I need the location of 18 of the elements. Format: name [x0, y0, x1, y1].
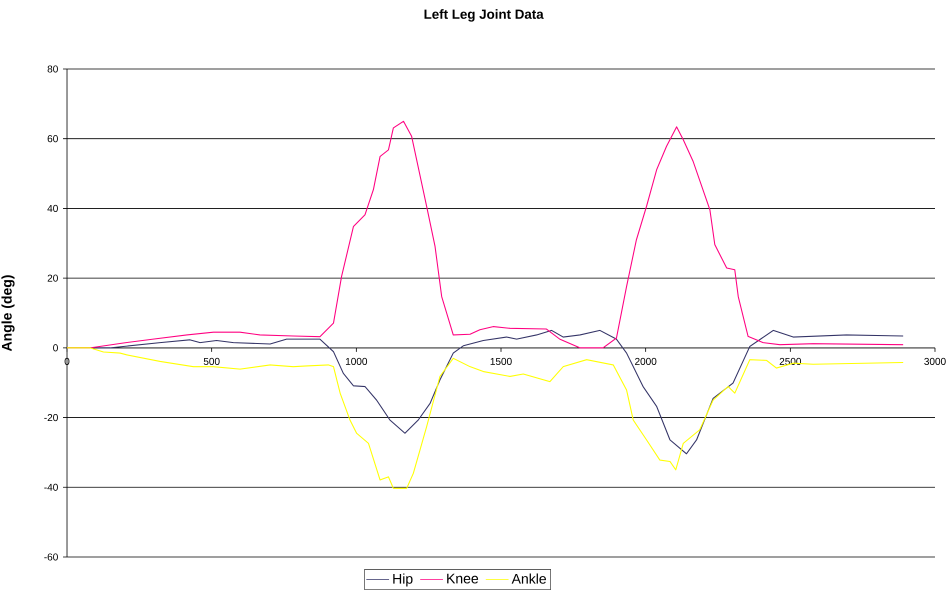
- x-tick-label: 3000: [924, 358, 946, 365]
- y-tick-label: -60: [44, 553, 58, 561]
- y-tick-label: 80: [48, 65, 58, 73]
- y-tick-label: 40: [47, 204, 58, 212]
- y-tick-label: 20: [48, 274, 58, 282]
- y-tick-label: 60: [48, 135, 58, 142]
- legend-label: Hip: [393, 573, 413, 586]
- y-tick-label: -20: [44, 414, 58, 422]
- x-tick-label: 500: [204, 358, 220, 365]
- y-tick-label: 0: [53, 344, 58, 352]
- y-tick-label: -40: [44, 484, 58, 491]
- chart-title: Left Leg Joint Data: [424, 9, 544, 22]
- legend-label: Knee: [447, 574, 478, 584]
- x-tick-label: 1500: [490, 358, 512, 365]
- x-tick-label: 2000: [635, 358, 656, 365]
- legend-label: Ankle: [512, 573, 546, 584]
- x-tick-label: 1000: [346, 358, 368, 365]
- y-axis-title: Angle (deg): [1, 275, 15, 352]
